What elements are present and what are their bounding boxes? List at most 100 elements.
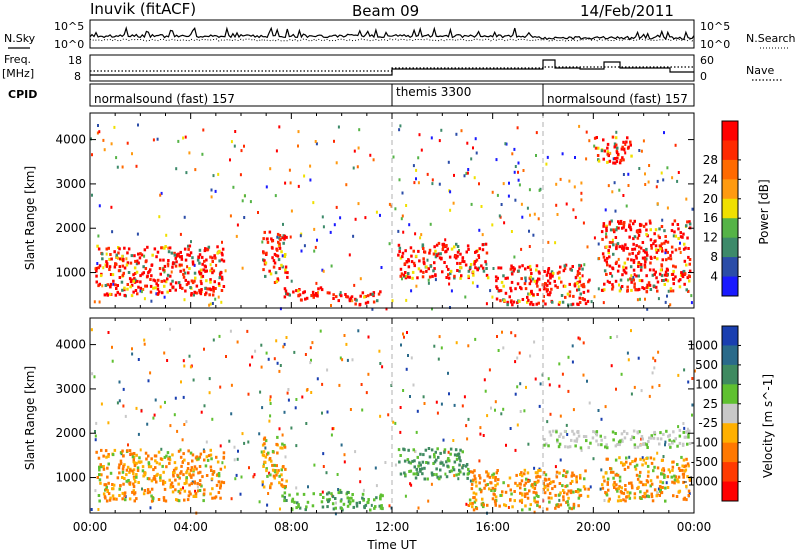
echo-cell (618, 245, 621, 249)
scatter-cell (665, 481, 668, 485)
echo-cell (444, 250, 447, 254)
echo-cell (576, 270, 580, 274)
echo-cell (536, 503, 539, 507)
echo-cell (471, 505, 474, 509)
scatter-cell (626, 351, 629, 355)
scatter-cell (514, 165, 517, 168)
scatter-cell (588, 139, 591, 143)
echo-cell (606, 256, 609, 260)
echo-cell (494, 478, 497, 482)
echo-cell (641, 495, 645, 498)
scatter-cell (633, 273, 636, 277)
scatter-cell (269, 402, 272, 405)
scatter-cell (466, 171, 469, 175)
scatter-cell (217, 172, 220, 176)
echo-cell (189, 451, 193, 455)
echo-cell (169, 282, 173, 286)
echo-cell (118, 292, 122, 296)
echo-cell (682, 269, 686, 273)
echo-cell (261, 443, 265, 447)
scatter-cell (549, 412, 552, 416)
echo-cell (675, 495, 679, 498)
echo-cell (132, 458, 135, 462)
echo-cell (503, 299, 506, 303)
echo-cell (582, 285, 586, 289)
echo-cell (457, 472, 461, 476)
echo-cell (98, 282, 101, 286)
echo-cell (678, 441, 682, 445)
scatter-cell (260, 343, 263, 347)
echo-cell (198, 248, 202, 252)
echo-cell (572, 432, 576, 436)
scatter-cell (447, 160, 450, 164)
echo-cell (669, 287, 673, 291)
scatter-cell (482, 434, 485, 437)
echo-cell (584, 302, 588, 306)
echo-cell (564, 295, 567, 299)
echo-cell (498, 289, 501, 293)
scatter-cell (143, 338, 146, 342)
scatter-cell (137, 358, 140, 361)
scatter-cell (519, 382, 522, 386)
echo-cell (430, 471, 434, 475)
echo-cell (512, 300, 516, 304)
echo-cell (210, 469, 213, 472)
echo-cell (417, 249, 420, 253)
echo-cell (688, 269, 692, 273)
echo-cell (420, 467, 424, 471)
echo-cell (198, 465, 202, 468)
scatter-cell (508, 181, 510, 185)
echo-cell (614, 279, 618, 283)
echo-cell (575, 478, 578, 482)
echo-cell (105, 487, 108, 491)
echo-cell (617, 264, 621, 268)
echo-cell (621, 145, 624, 149)
echo-cell (412, 448, 415, 452)
scatter-cell (321, 215, 324, 219)
echo-cell (172, 285, 175, 289)
echo-cell (151, 253, 154, 257)
scatter-cell (149, 371, 152, 375)
scatter-cell (405, 204, 408, 207)
scatter-cell (146, 422, 149, 426)
scatter-cell (379, 414, 382, 418)
echo-cell (109, 273, 113, 276)
echo-cell (159, 476, 162, 480)
echo-cell (454, 448, 458, 452)
scatter-cell (163, 270, 166, 274)
echo-cell (491, 475, 495, 479)
echo-cell (133, 461, 136, 465)
scatter-cell (331, 427, 334, 431)
echo-cell (397, 448, 401, 452)
scatter-cell (438, 335, 441, 339)
echo-cell (595, 136, 598, 139)
echo-cell (304, 297, 307, 301)
echo-cell (184, 289, 187, 293)
echo-cell (533, 279, 536, 283)
echo-cell (409, 469, 413, 473)
echo-cell (366, 501, 369, 505)
echo-cell (116, 284, 119, 287)
echo-cell (159, 258, 162, 262)
echo-cell (674, 437, 677, 441)
scatter-cell (391, 299, 394, 303)
echo-cell (455, 256, 458, 260)
scatter-cell (400, 343, 402, 347)
echo-cell (211, 487, 214, 491)
scatter-cell (265, 351, 268, 355)
echo-cell (277, 469, 280, 473)
echo-cell (207, 245, 211, 249)
echo-cell (595, 433, 598, 437)
echo-cell (206, 248, 209, 252)
scatter-cell (578, 124, 581, 128)
echo-cell (187, 247, 190, 251)
echo-cell (656, 257, 659, 261)
echo-cell (602, 224, 605, 228)
scatter-cell (243, 144, 245, 148)
echo-cell (519, 491, 522, 495)
echo-cell (453, 274, 456, 278)
echo-cell (417, 267, 421, 271)
echo-cell (557, 493, 561, 497)
echo-cell (546, 488, 550, 492)
